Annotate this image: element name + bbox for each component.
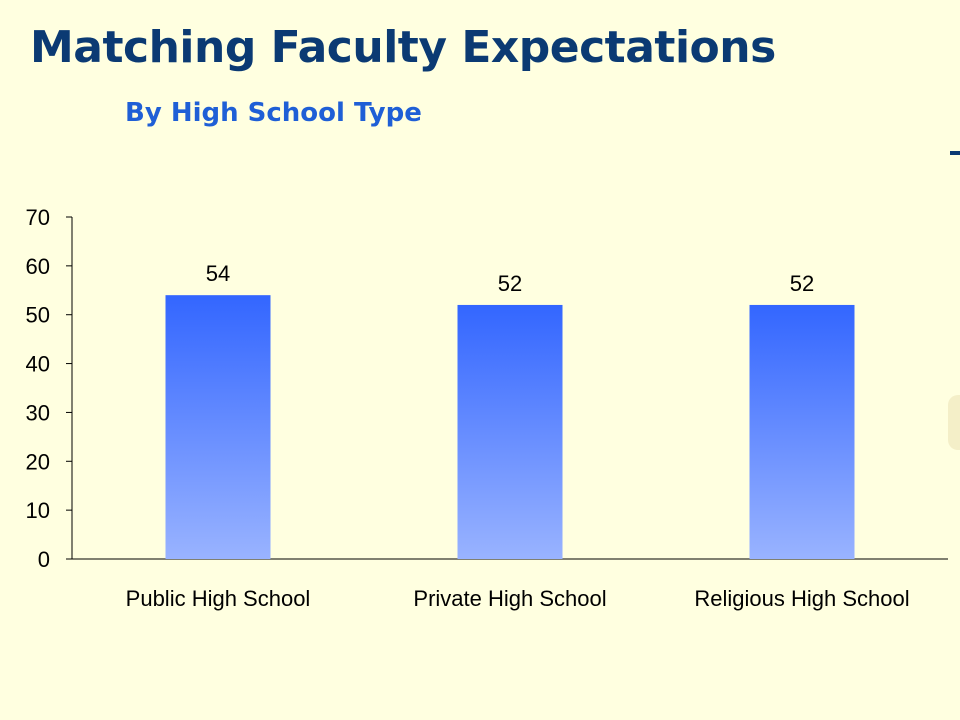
x-category-label: Religious High School xyxy=(694,586,909,611)
bar xyxy=(749,304,855,559)
bars xyxy=(165,295,855,559)
bar-value-label: 52 xyxy=(790,271,814,296)
x-axis: Public High School Private High School Rel… xyxy=(72,558,948,611)
y-tick-label: 20 xyxy=(26,449,50,474)
y-tick-label: 70 xyxy=(26,205,50,230)
bar xyxy=(457,304,563,559)
bar-value-label: 54 xyxy=(206,261,230,286)
y-tick-label: 60 xyxy=(26,254,50,279)
slide-subtitle: By High School Type xyxy=(125,98,422,128)
bar xyxy=(165,295,271,559)
y-tick-label: 50 xyxy=(26,303,50,328)
x-category-label: Private High School xyxy=(413,586,606,611)
bar-value-label: 52 xyxy=(498,271,522,296)
edge-shape-decoration xyxy=(948,395,960,450)
edge-decoration xyxy=(950,151,960,155)
slide-title: Matching Faculty Expectations xyxy=(30,22,776,73)
y-tick-label: 40 xyxy=(26,352,50,377)
y-tick-label: 0 xyxy=(38,547,50,572)
y-tick-label: 30 xyxy=(26,400,50,425)
y-axis: 0 10 20 30 40 50 60 70 xyxy=(26,205,73,572)
data-labels: 54 52 52 xyxy=(206,261,814,296)
x-category-label: Public High School xyxy=(126,586,311,611)
y-tick-label: 10 xyxy=(26,498,50,523)
